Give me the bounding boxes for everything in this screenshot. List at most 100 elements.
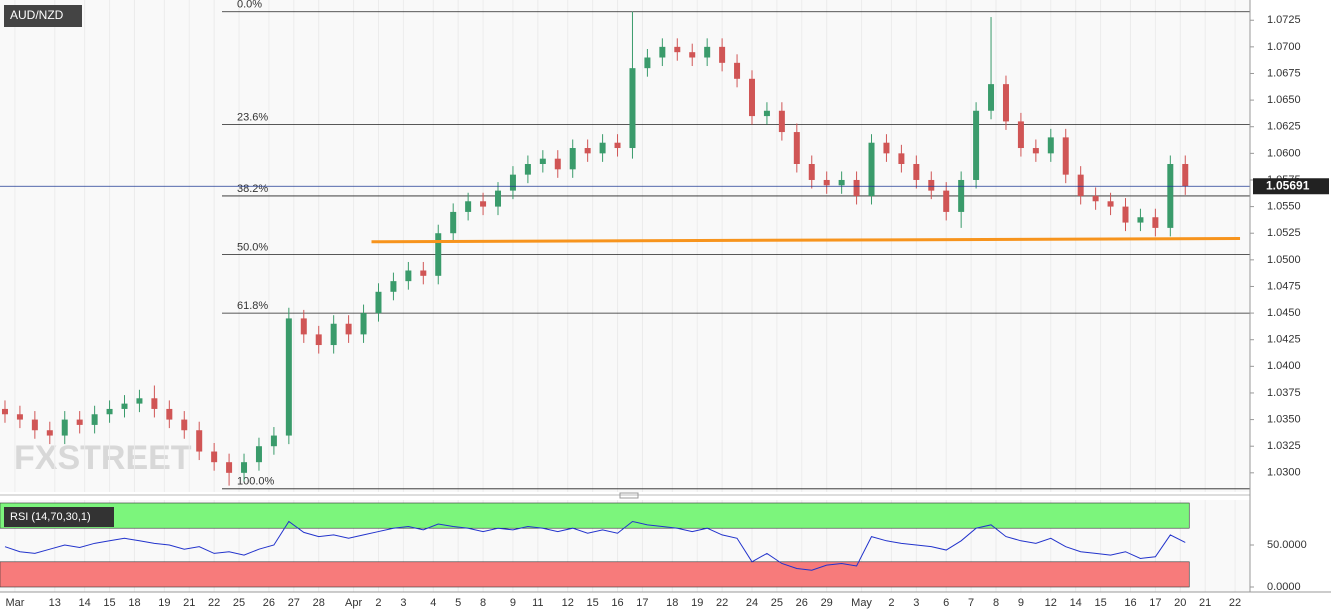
y-tick-label: 1.0400 <box>1267 360 1301 372</box>
candle-body <box>509 174 516 191</box>
candle-body <box>973 110 980 180</box>
y-tick-label: 1.0700 <box>1267 41 1301 53</box>
candle-body <box>480 201 487 207</box>
candle-body <box>883 142 890 154</box>
x-tick-label: 26 <box>263 597 275 609</box>
fib-label: 100.0% <box>237 476 275 488</box>
candle-body <box>61 419 68 436</box>
candle-body <box>1017 121 1024 149</box>
rsi-tick-label: 0.0000 <box>1267 581 1301 593</box>
axes: Mar 13 14 15 18 19 21 22 25 26 27 28 Apr 2 3 4 5 8 9 11 12 15… <box>5 14 1329 609</box>
candle-body <box>330 323 337 346</box>
x-tick-label: Apr <box>345 597 362 609</box>
x-tick-label: 14 <box>1070 597 1082 609</box>
fib-levels: 0.0% 23.6% 38.2% 50.0% 61.8% 100.0% <box>222 0 1250 490</box>
overbought-zone <box>0 502 1190 529</box>
candle-body <box>823 179 830 186</box>
x-tick-label: 28 <box>313 597 325 609</box>
candle-body <box>868 142 875 196</box>
candle-body <box>46 430 53 436</box>
y-tick-label: 1.0425 <box>1267 334 1301 346</box>
candle-body <box>31 419 38 431</box>
x-tick-label: 14 <box>79 597 91 609</box>
candle-body <box>554 158 561 170</box>
y-tick-label: 1.0375 <box>1267 387 1301 399</box>
fib-label: 61.8% <box>237 300 268 312</box>
fib-label: 38.2% <box>237 183 268 195</box>
x-tick-label: 16 <box>611 597 623 609</box>
candle-body <box>390 281 397 292</box>
x-tick-label: 4 <box>430 597 436 609</box>
x-tick-label: 18 <box>666 597 678 609</box>
x-tick-label: 22 <box>716 597 728 609</box>
x-tick-label: 21 <box>1199 597 1211 609</box>
y-tick-label: 1.0650 <box>1267 94 1301 106</box>
candle-body <box>255 446 262 463</box>
fib-label: 23.6% <box>237 112 268 124</box>
candle-body <box>211 451 218 463</box>
x-tick-label: 7 <box>968 597 974 609</box>
y-tick-label: 1.0500 <box>1267 254 1301 266</box>
x-tick-label: 24 <box>746 597 758 609</box>
x-tick-label: Mar <box>5 597 24 609</box>
rsi-tick-label: 50.0000 <box>1267 539 1307 551</box>
candle-body <box>599 142 606 154</box>
candle-body <box>958 179 965 212</box>
candle-body <box>704 46 711 58</box>
candle-body <box>241 462 248 473</box>
candle-body <box>226 462 233 473</box>
candle-body <box>285 318 292 436</box>
x-tick-label: 18 <box>128 597 140 609</box>
y-tick-label: 1.0475 <box>1267 280 1301 292</box>
candle-body <box>644 57 651 69</box>
x-tick-label: 8 <box>993 597 999 609</box>
x-tick-label: 17 <box>1149 597 1161 609</box>
candle-body <box>1062 137 1069 175</box>
x-tick-label: 2 <box>888 597 894 609</box>
y-tick-label: 1.0525 <box>1267 227 1301 239</box>
candle-body <box>913 164 920 180</box>
candle-body <box>584 148 591 154</box>
candle-body <box>1167 164 1174 228</box>
oversold-zone <box>0 561 1190 588</box>
candle-body <box>1092 195 1099 202</box>
x-tick-label: 13 <box>49 597 61 609</box>
candle-body <box>1032 148 1039 154</box>
resize-handle[interactable] <box>619 492 639 499</box>
x-tick-label: 2 <box>375 597 381 609</box>
candle-body <box>1047 137 1054 154</box>
candle-body <box>659 46 666 58</box>
y-tick-label: 1.0625 <box>1267 121 1301 133</box>
candle-body <box>569 148 576 170</box>
candle-body <box>719 46 726 63</box>
candle-body <box>405 270 412 282</box>
candle-body <box>300 318 307 335</box>
y-tick-label: 1.0300 <box>1267 467 1301 479</box>
candle-body <box>988 84 995 111</box>
candle-body <box>674 46 681 53</box>
candle-body <box>360 313 367 335</box>
candle-body <box>808 164 815 180</box>
x-tick-label: 27 <box>288 597 300 609</box>
candle-body <box>943 190 950 212</box>
x-tick-label: 21 <box>183 597 195 609</box>
x-tick-label: 3 <box>913 597 919 609</box>
candle-body <box>495 190 502 207</box>
candle-body <box>345 323 352 335</box>
candle-body <box>748 78 755 117</box>
overlays <box>0 185 1250 571</box>
x-tick-label: 22 <box>1229 597 1241 609</box>
x-tick-label: 20 <box>1174 597 1186 609</box>
candle-body <box>375 291 382 314</box>
candle-body <box>1 408 8 415</box>
candle-body <box>1137 217 1144 223</box>
rsi-title-box[interactable] <box>4 507 114 527</box>
rsi-line <box>4 520 1186 571</box>
symbol-box[interactable] <box>4 5 82 27</box>
x-tick-label: 12 <box>562 597 574 609</box>
candle-body <box>734 62 741 79</box>
candle-body <box>1002 84 1009 122</box>
x-tick-label: 25 <box>233 597 245 609</box>
candle-body <box>853 179 860 196</box>
